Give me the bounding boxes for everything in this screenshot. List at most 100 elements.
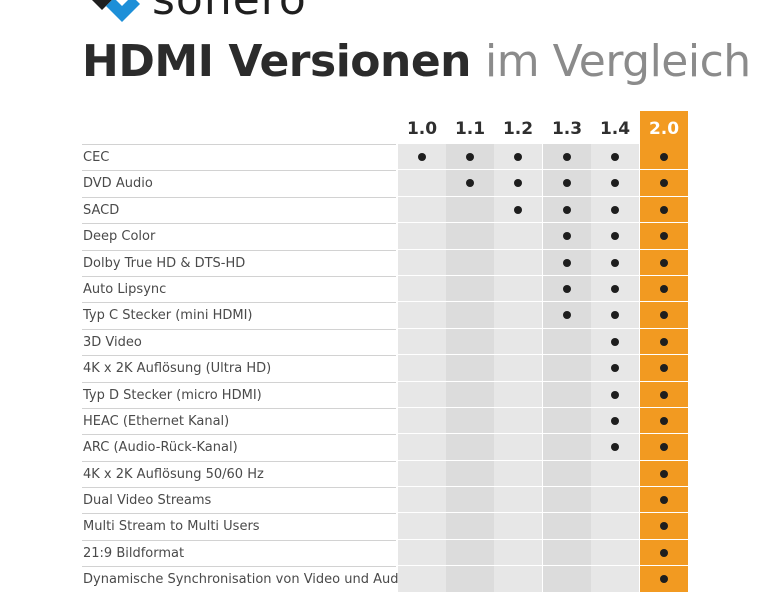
table-row: Deep Color [82,223,688,249]
support-cell [398,170,446,196]
supported-dot-icon [611,364,619,373]
support-cell [494,355,542,381]
support-cell [591,170,639,196]
support-cell [591,328,639,355]
supported-dot-icon [660,496,668,505]
support-cell [398,328,446,355]
support-cell [446,407,494,434]
support-cell [543,249,591,275]
table-row: Multi Stream to Multi Users [82,513,688,539]
support-cell [398,566,446,592]
support-cell [398,196,446,223]
table-row: HEAC (Ethernet Kanal) [82,407,688,434]
table-row: Typ C Stecker (mini HDMI) [82,302,688,328]
supported-dot-icon [611,179,619,188]
support-cell [398,487,446,513]
supported-dot-icon [611,232,619,241]
table-row: 4K x 2K Auflösung (Ultra HD) [82,355,688,381]
support-cell [591,275,639,302]
support-cell [446,381,494,407]
support-cell [543,196,591,223]
supported-dot-icon [611,416,619,425]
version-header-1-2: 1.2 [502,119,534,139]
supported-dot-icon [660,443,668,452]
supported-dot-icon [514,179,522,188]
support-cell [543,223,591,249]
supported-dot-icon [660,232,668,241]
support-cell [591,249,639,275]
support-cell [591,460,639,487]
support-cell [494,223,542,249]
feature-label: ARC (Audio-Rück-Kanal) [82,434,396,459]
title-light: im Vergleich [485,36,751,87]
support-cell [640,223,688,249]
support-cell [446,144,494,170]
support-cell [543,460,591,487]
support-cell [640,487,688,513]
supported-dot-icon [418,153,426,161]
supported-dot-icon [660,469,668,478]
support-cell [398,381,446,407]
support-cell [543,566,591,592]
support-cell [494,460,542,487]
supported-dot-icon [660,153,668,161]
supported-dot-icon [660,575,668,584]
support-cell [640,170,688,196]
version-header-1-1: 1.1 [454,119,486,139]
supported-dot-icon [611,153,619,161]
support-cell [640,328,688,355]
support-cell [640,460,688,487]
feature-label: Dolby True HD & DTS-HD [82,249,396,275]
support-cell [494,170,542,196]
feature-label: Dynamische Synchronisation von Video und… [82,566,410,591]
sonero-logo-icon [92,0,140,22]
feature-label: Typ C Stecker (mini HDMI) [82,302,396,327]
supported-dot-icon [611,390,619,399]
feature-label: Deep Color [82,223,396,248]
feature-label: 3D Video [82,328,396,354]
support-cell [543,275,591,302]
support-cell [398,513,446,539]
table-row: CEC [82,144,688,170]
table-row: Typ D Stecker (micro HDMI) [82,381,688,408]
support-cell [446,170,494,196]
support-cell [543,487,591,513]
support-cell [591,513,639,539]
support-cell [591,487,639,513]
support-cell [543,170,591,196]
version-header-1-0: 1.0 [406,119,438,139]
table-row: Dynamische Synchronisation von Video und… [82,566,688,592]
support-cell [398,302,446,328]
support-cell [591,381,639,407]
support-cell [446,275,494,302]
support-cell [446,302,494,328]
supported-dot-icon [611,258,619,267]
feature-label: Typ D Stecker (micro HDMI) [82,381,396,407]
version-header-1-4: 1.4 [599,119,631,139]
feature-label: HEAC (Ethernet Kanal) [82,407,396,433]
feature-label: 4K x 2K Auflösung (Ultra HD) [82,355,396,380]
support-cell [591,434,639,460]
support-cell [398,249,446,275]
page-title: HDMI Versionen im Vergleich [82,36,751,88]
support-cell [446,249,494,275]
support-cell [446,513,494,539]
support-cell [543,434,591,460]
supported-dot-icon [514,153,522,161]
feature-label: CEC [82,144,396,169]
supported-dot-icon [611,205,619,214]
support-cell [494,407,542,434]
title-bold: HDMI Versionen [82,36,472,87]
support-cell [446,539,494,566]
support-cell [640,434,688,460]
support-cell [640,249,688,275]
support-cell [543,513,591,539]
table-row: SACD [82,196,688,223]
version-header-1-3: 1.3 [551,119,583,139]
supported-dot-icon [660,284,668,293]
supported-dot-icon [563,153,571,161]
support-cell [543,355,591,381]
support-cell [591,144,639,170]
feature-label: SACD [82,196,396,222]
support-cell [591,355,639,381]
